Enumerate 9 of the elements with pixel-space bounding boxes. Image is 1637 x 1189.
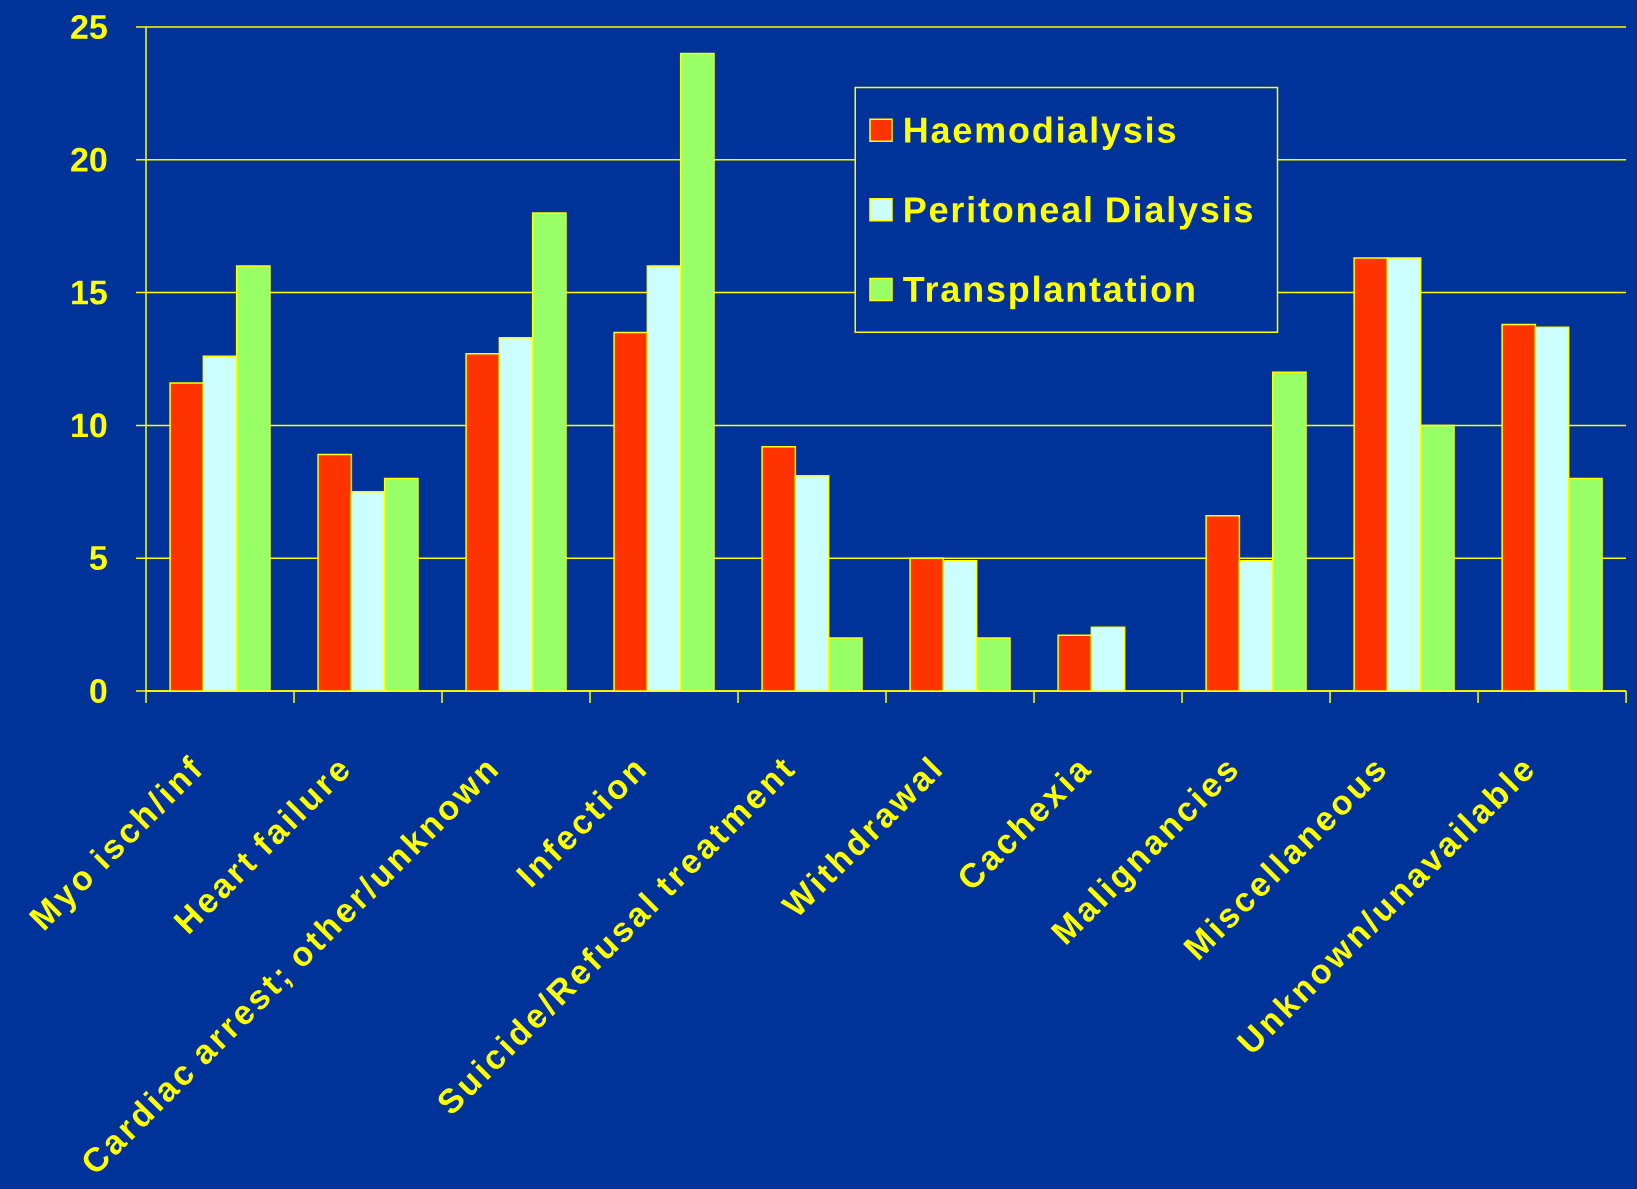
legend-label: Haemodialysis — [905, 116, 1175, 151]
y-tick-label: 0 — [90, 678, 107, 704]
y-tick-label: 5 — [89, 546, 107, 571]
legend-label: Peritoneal Dialysis — [905, 196, 1252, 230]
legend-label: Transplantation — [903, 275, 1194, 310]
y-tick-label: 10 — [72, 413, 107, 438]
y-tick-label: 25 — [71, 14, 107, 40]
y-tick-label: 20 — [71, 147, 107, 172]
y-tick-label: 15 — [72, 280, 107, 305]
